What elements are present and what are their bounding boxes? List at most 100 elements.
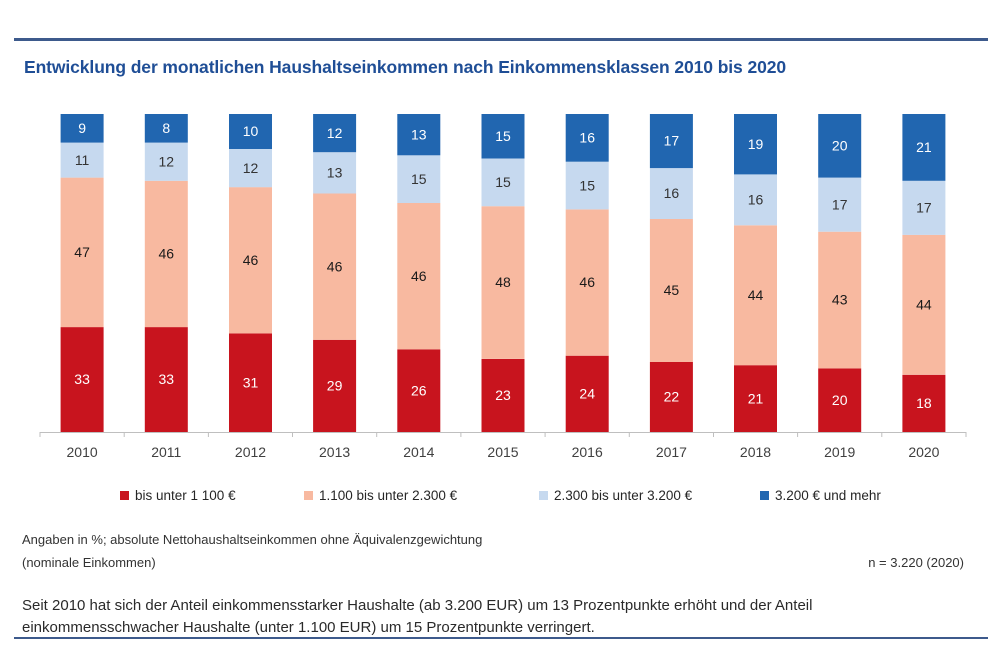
data-label: 15 bbox=[579, 177, 595, 193]
bar-segment bbox=[229, 114, 272, 149]
x-axis: 2010 2011 2012 2013 2014 2015 2016 2017 2018 2019… bbox=[39, 432, 967, 460]
x-tick-label: 2014 bbox=[403, 444, 434, 460]
data-label: 13 bbox=[327, 165, 343, 181]
x-tick-label: 2018 bbox=[740, 444, 771, 460]
data-label: 16 bbox=[748, 192, 764, 208]
bars-group: 33 47 11 9 33 46 12 8 31 46 12 10 29 46 13 12 26 46 15 13 23… bbox=[60, 114, 946, 432]
bar-segment bbox=[313, 193, 357, 340]
bar-segment bbox=[397, 114, 441, 156]
bar-segment bbox=[313, 114, 357, 153]
legend-swatch-icon bbox=[539, 491, 548, 500]
bar-segment bbox=[902, 234, 946, 375]
bar-segment bbox=[818, 114, 862, 178]
data-label: 10 bbox=[243, 123, 259, 139]
top-divider bbox=[14, 38, 988, 41]
data-label: 24 bbox=[579, 386, 595, 402]
legend-label: 3.200 € und mehr bbox=[775, 488, 881, 503]
bar-segment bbox=[144, 142, 188, 181]
bar-segment bbox=[565, 161, 609, 210]
data-label: 29 bbox=[327, 378, 343, 394]
bar-segment bbox=[229, 333, 272, 432]
bar-stack-2019: 20 43 17 20 bbox=[818, 114, 862, 432]
legend-item: bis unter 1 100 € bbox=[120, 488, 236, 503]
data-label: 20 bbox=[832, 392, 848, 408]
bar-segment bbox=[565, 209, 609, 356]
bar-segment bbox=[649, 114, 693, 169]
data-label: 15 bbox=[495, 174, 511, 190]
data-label: 20 bbox=[832, 138, 848, 154]
bar-segment bbox=[229, 187, 272, 334]
data-label: 43 bbox=[832, 292, 848, 308]
footnote-nominal: (nominale Einkommen) bbox=[22, 555, 156, 570]
data-label: 17 bbox=[832, 196, 848, 212]
data-label: 31 bbox=[243, 374, 259, 390]
data-label: 13 bbox=[411, 126, 427, 142]
data-label: 33 bbox=[74, 371, 90, 387]
bar-segment bbox=[818, 368, 862, 432]
bar-stack-2010: 33 47 11 9 bbox=[60, 114, 104, 432]
data-label: 15 bbox=[411, 171, 427, 187]
data-label: 12 bbox=[159, 153, 175, 169]
chart-title: Entwicklung der monatlichen Haushaltsein… bbox=[24, 57, 786, 77]
bar-segment bbox=[313, 152, 357, 194]
bar-segment bbox=[734, 114, 777, 175]
bar-segment bbox=[902, 114, 946, 181]
data-label: 16 bbox=[579, 130, 595, 146]
x-tick-label: 2019 bbox=[824, 444, 855, 460]
bar-segment bbox=[818, 177, 862, 232]
legend-label: 2.300 bis unter 3.200 € bbox=[554, 488, 693, 503]
data-label: 22 bbox=[664, 389, 680, 405]
sample-size: n = 3.220 (2020) bbox=[868, 555, 964, 570]
bar-segment bbox=[60, 114, 104, 143]
legend-label: 1.100 bis unter 2.300 € bbox=[319, 488, 458, 503]
bar-segment bbox=[229, 149, 272, 188]
data-label: 21 bbox=[748, 390, 764, 406]
bar-segment bbox=[397, 203, 441, 350]
bar-segment bbox=[397, 349, 441, 432]
legend-swatch-icon bbox=[304, 491, 313, 500]
data-label: 15 bbox=[495, 128, 511, 144]
legend-item: 1.100 bis unter 2.300 € bbox=[304, 488, 457, 503]
bar-segment bbox=[313, 339, 357, 432]
x-tick-label: 2015 bbox=[487, 444, 518, 460]
bar-segment bbox=[481, 206, 525, 359]
bar-segment bbox=[818, 231, 862, 369]
x-tick-label: 2016 bbox=[572, 444, 603, 460]
data-label: 33 bbox=[159, 371, 175, 387]
footnote-units: Angaben in %; absolute Nettohaushaltsein… bbox=[22, 532, 483, 547]
summary-line-1: Seit 2010 hat sich der Anteil einkommens… bbox=[22, 597, 813, 614]
data-label: 45 bbox=[664, 282, 680, 298]
bar-segment bbox=[144, 327, 188, 432]
legend-item: 2.300 bis unter 3.200 € bbox=[539, 488, 692, 503]
legend-label: bis unter 1 100 € bbox=[135, 488, 236, 503]
bar-segment bbox=[902, 374, 946, 432]
bar-segment bbox=[144, 114, 188, 143]
data-label: 46 bbox=[579, 274, 595, 290]
bar-stack-2013: 29 46 13 12 bbox=[313, 114, 357, 432]
bar-segment bbox=[60, 327, 104, 432]
data-label: 19 bbox=[748, 136, 764, 152]
bar-stack-2016: 24 46 15 16 bbox=[565, 114, 609, 432]
bar-stack-2012: 31 46 12 10 bbox=[229, 114, 272, 432]
data-label: 46 bbox=[327, 258, 343, 274]
data-label: 46 bbox=[159, 246, 175, 262]
data-label: 17 bbox=[916, 200, 932, 216]
bar-segment bbox=[481, 358, 525, 432]
bar-segment bbox=[734, 225, 777, 366]
data-label: 46 bbox=[243, 252, 259, 268]
bar-segment bbox=[60, 142, 104, 178]
data-label: 11 bbox=[75, 152, 90, 168]
bar-segment bbox=[397, 155, 441, 203]
legend-swatch-icon bbox=[760, 491, 769, 500]
bar-stack-2014: 26 46 15 13 bbox=[397, 114, 441, 432]
data-label: 12 bbox=[327, 125, 343, 141]
x-tick-label: 2012 bbox=[235, 444, 266, 460]
data-label: 44 bbox=[748, 287, 764, 303]
x-tick-label: 2020 bbox=[908, 444, 939, 460]
bar-segment bbox=[565, 355, 609, 432]
data-label: 46 bbox=[411, 268, 427, 284]
bottom-divider bbox=[14, 637, 988, 639]
bar-segment bbox=[734, 174, 777, 226]
legend: bis unter 1 100 € 1.100 bis unter 2.300 €… bbox=[0, 488, 1000, 508]
data-label: 8 bbox=[162, 120, 170, 136]
